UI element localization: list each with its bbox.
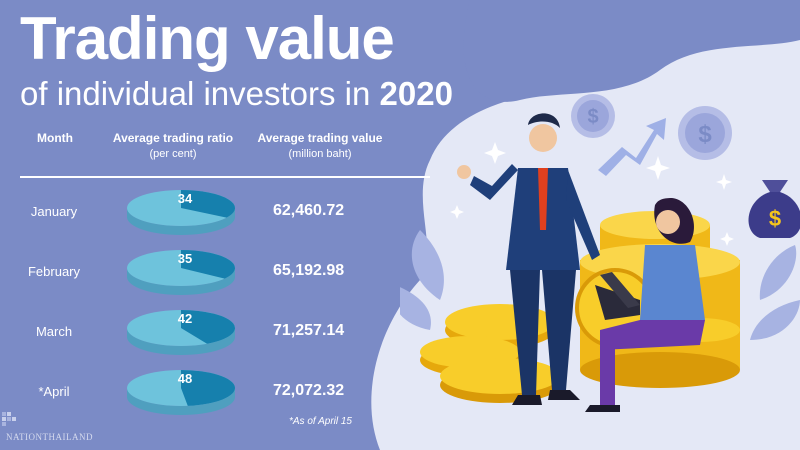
ratio-data-label: 34 <box>177 191 193 206</box>
brand-wordmark: NATIONTHAILAND <box>6 432 93 442</box>
table-row: February 35 65,192.98 <box>0 248 440 298</box>
pie-mark: 35 <box>125 248 237 298</box>
growth-arrow-icon <box>598 118 666 176</box>
table-row: January 34 62,460.72 <box>0 188 440 238</box>
pie-chart-3d <box>127 310 235 355</box>
svg-text:$: $ <box>769 206 781 231</box>
month-label: February <box>27 264 81 279</box>
ratio-data-label: 48 <box>177 371 193 386</box>
woman-with-laptop-figure <box>585 198 705 412</box>
pie-side <box>127 268 235 295</box>
money-bag-icon: $ <box>748 180 800 238</box>
trading-value-label: 72,072.32 <box>273 382 345 399</box>
value-header-unit: (million baht) <box>288 148 352 160</box>
ratio-data-label: 42 <box>177 311 193 326</box>
sparkle-icon <box>450 142 734 246</box>
table-row: March 42 71,257.14 <box>0 308 440 358</box>
pie-mark: 42 <box>125 308 237 358</box>
pie-side <box>127 328 235 355</box>
column-header-month: Month <box>30 130 80 146</box>
ratio-data-label: 35 <box>177 251 193 266</box>
month-label: *April <box>38 384 70 399</box>
month-label: March <box>35 324 73 339</box>
value-header-label: Average trading value <box>257 131 383 145</box>
pie-side <box>127 208 235 235</box>
pie-mark: 34 <box>125 188 237 238</box>
month-header-label: Month <box>37 131 73 145</box>
pie-chart-3d <box>127 190 235 235</box>
column-header-value: Average trading value (million baht) <box>250 130 390 162</box>
ratio-header-unit: (per cent) <box>149 148 197 160</box>
header-divider <box>20 176 430 178</box>
chart-title: Trading value <box>20 5 395 72</box>
pie-chart-3d <box>127 250 235 295</box>
trading-value-label: 62,460.72 <box>273 202 345 219</box>
dollar-coin-icon: $ $ <box>571 94 732 160</box>
trading-value-label: 71,257.14 <box>273 322 345 339</box>
month-label: January <box>30 204 78 219</box>
pie-mark: 48 <box>125 368 237 418</box>
svg-text:$: $ <box>587 106 598 128</box>
pie-chart-3d <box>127 370 235 415</box>
table-row: *April 48 72,072.32 <box>0 368 440 418</box>
svg-text:$: $ <box>698 121 712 148</box>
trading-value-label: 65,192.98 <box>273 262 345 279</box>
brand-logo-icon <box>2 412 16 426</box>
pie-ratio-slice <box>181 370 235 406</box>
investors-illustration: $ $ $ <box>400 94 800 412</box>
footnote: *As of April 15 <box>289 416 352 427</box>
pie-side <box>127 388 235 415</box>
chart-subtitle: of individual investors in 2020 <box>20 74 453 114</box>
column-header-ratio: Average trading ratio (per cent) <box>98 130 248 162</box>
businessman-figure <box>457 113 600 405</box>
pie-ratio-slice <box>181 250 235 279</box>
subtitle-prefix: of individual investors in <box>20 75 371 112</box>
subtitle-year: 2020 <box>379 75 453 112</box>
ratio-header-label: Average trading ratio <box>112 131 234 145</box>
pie-ratio-slice <box>181 310 235 344</box>
pie-ratio-slice <box>181 190 235 218</box>
